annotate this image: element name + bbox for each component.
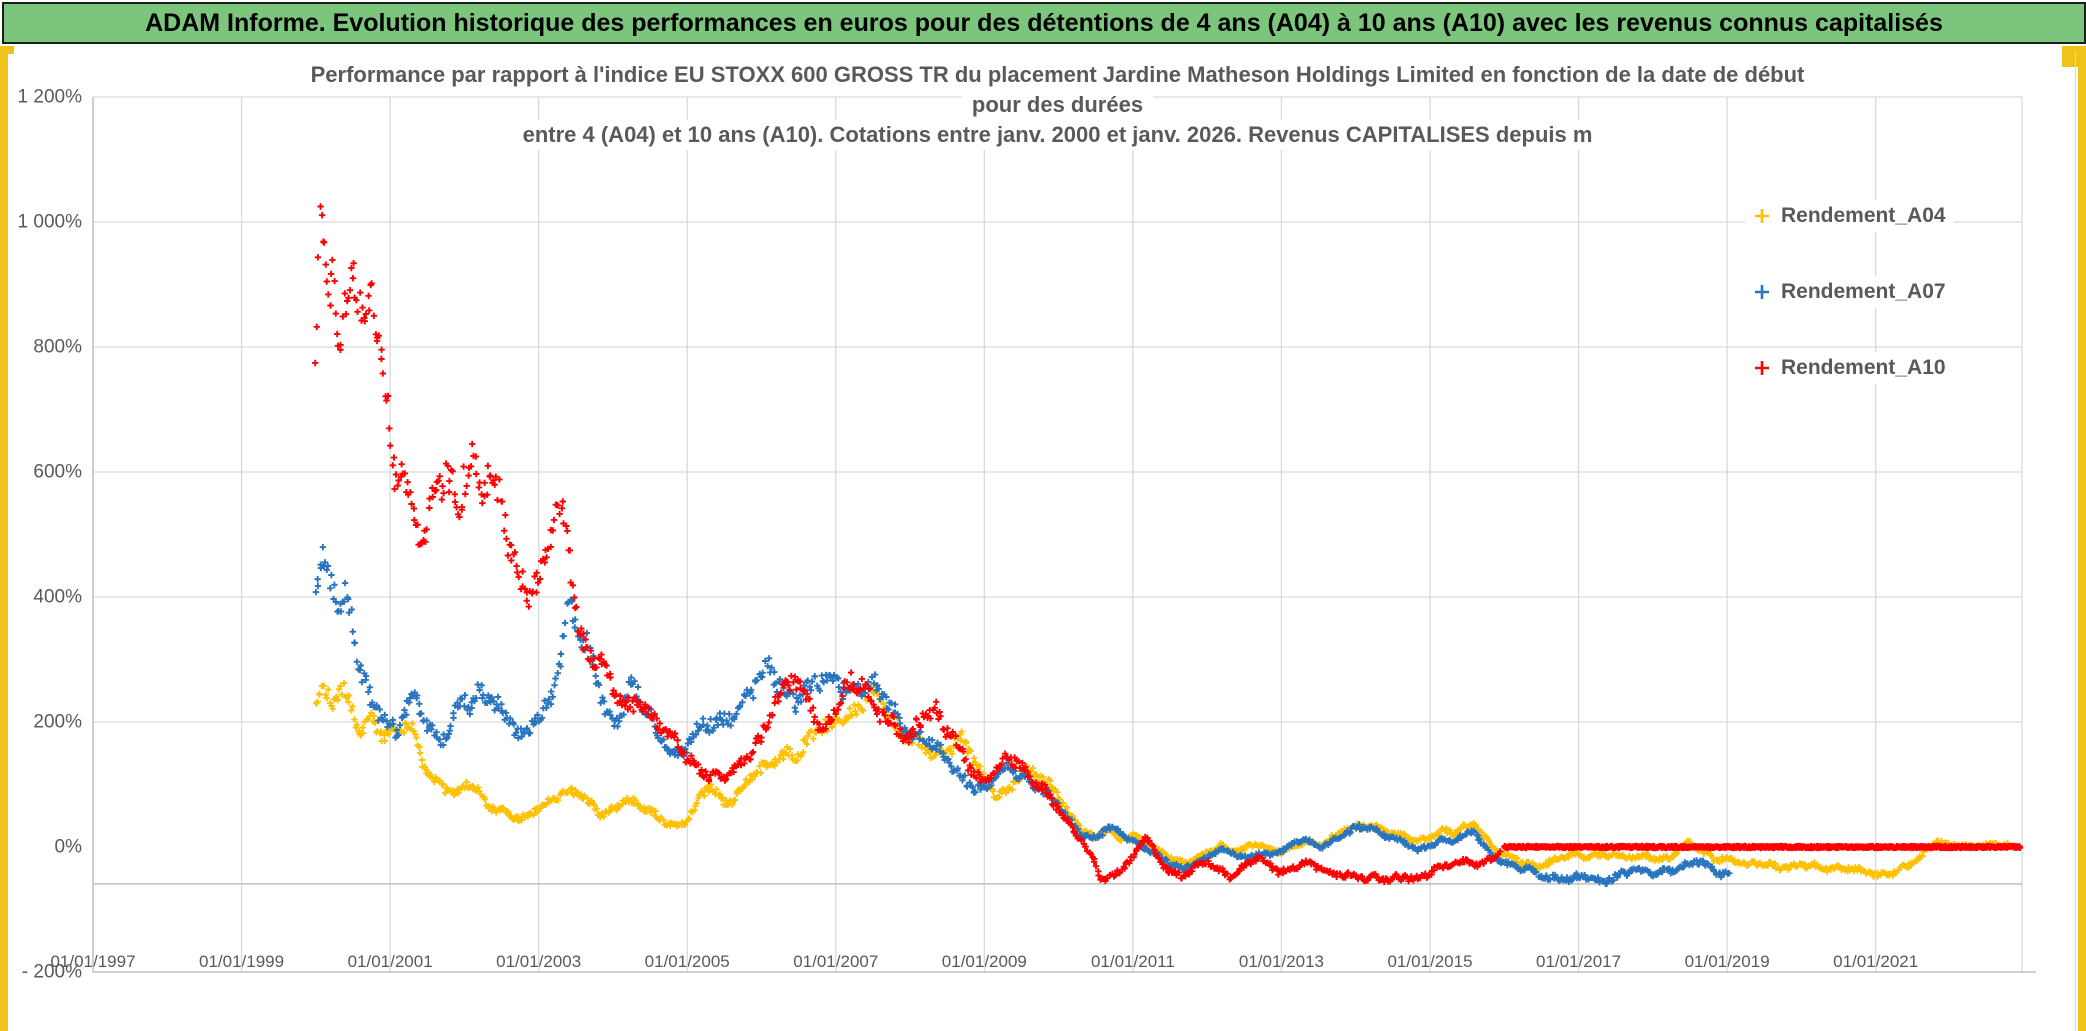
legend-label: Rendement_A04 [1781, 204, 1946, 227]
y-axis-tick-label: 1 200% [17, 86, 82, 108]
series-rendement_a10[interactable] [312, 203, 2024, 886]
series-rendement_a07[interactable] [312, 544, 1733, 887]
chart-title-line-1: Performance par rapport à l'indice EU ST… [300, 60, 1815, 90]
legend-item-rendement-a07[interactable]: Rendement_A07 [1745, 276, 1954, 308]
y-axis-tick-label: 200% [33, 711, 82, 733]
y-axis-tick-label: 600% [33, 461, 82, 483]
right-accent-corner [2062, 46, 2086, 67]
chart-object-border [2075, 52, 2076, 1031]
plus-marker-icon [1755, 285, 1769, 299]
left-accent-corner [0, 46, 14, 54]
chart-title-line-2: pour des durées [961, 90, 1154, 120]
legend-item-rendement-a10[interactable]: Rendement_A10 [1745, 352, 1954, 384]
y-axis-tick-label: 0% [54, 836, 82, 858]
y-axis-tick-label: 800% [33, 336, 82, 358]
legend-label: Rendement_A10 [1781, 356, 1946, 379]
left-accent-strip [0, 46, 8, 1031]
header-banner: ADAM Informe. Evolution historique des p… [2, 2, 2086, 44]
legend-label: Rendement_A07 [1781, 280, 1946, 303]
legend-item-rendement-a04[interactable]: Rendement_A04 [1745, 200, 1954, 232]
chart-title: Performance par rapport à l'indice EU ST… [93, 60, 2022, 150]
y-axis-tick-label: - 200% [21, 961, 82, 983]
header-banner-title: ADAM Informe. Evolution historique des p… [145, 8, 1943, 37]
chart-title-line-3: entre 4 (A04) et 10 ans (A10). Cotations… [512, 120, 1603, 150]
plus-marker-icon [1755, 209, 1769, 223]
y-axis-tick-label: 1 000% [17, 211, 82, 233]
plus-marker-icon [1755, 361, 1769, 375]
y-axis-tick-label: 400% [33, 586, 82, 608]
right-accent-strip [2078, 46, 2086, 1031]
chart-legend: Rendement_A04 Rendement_A07 Rendement_A1… [1745, 200, 1954, 428]
